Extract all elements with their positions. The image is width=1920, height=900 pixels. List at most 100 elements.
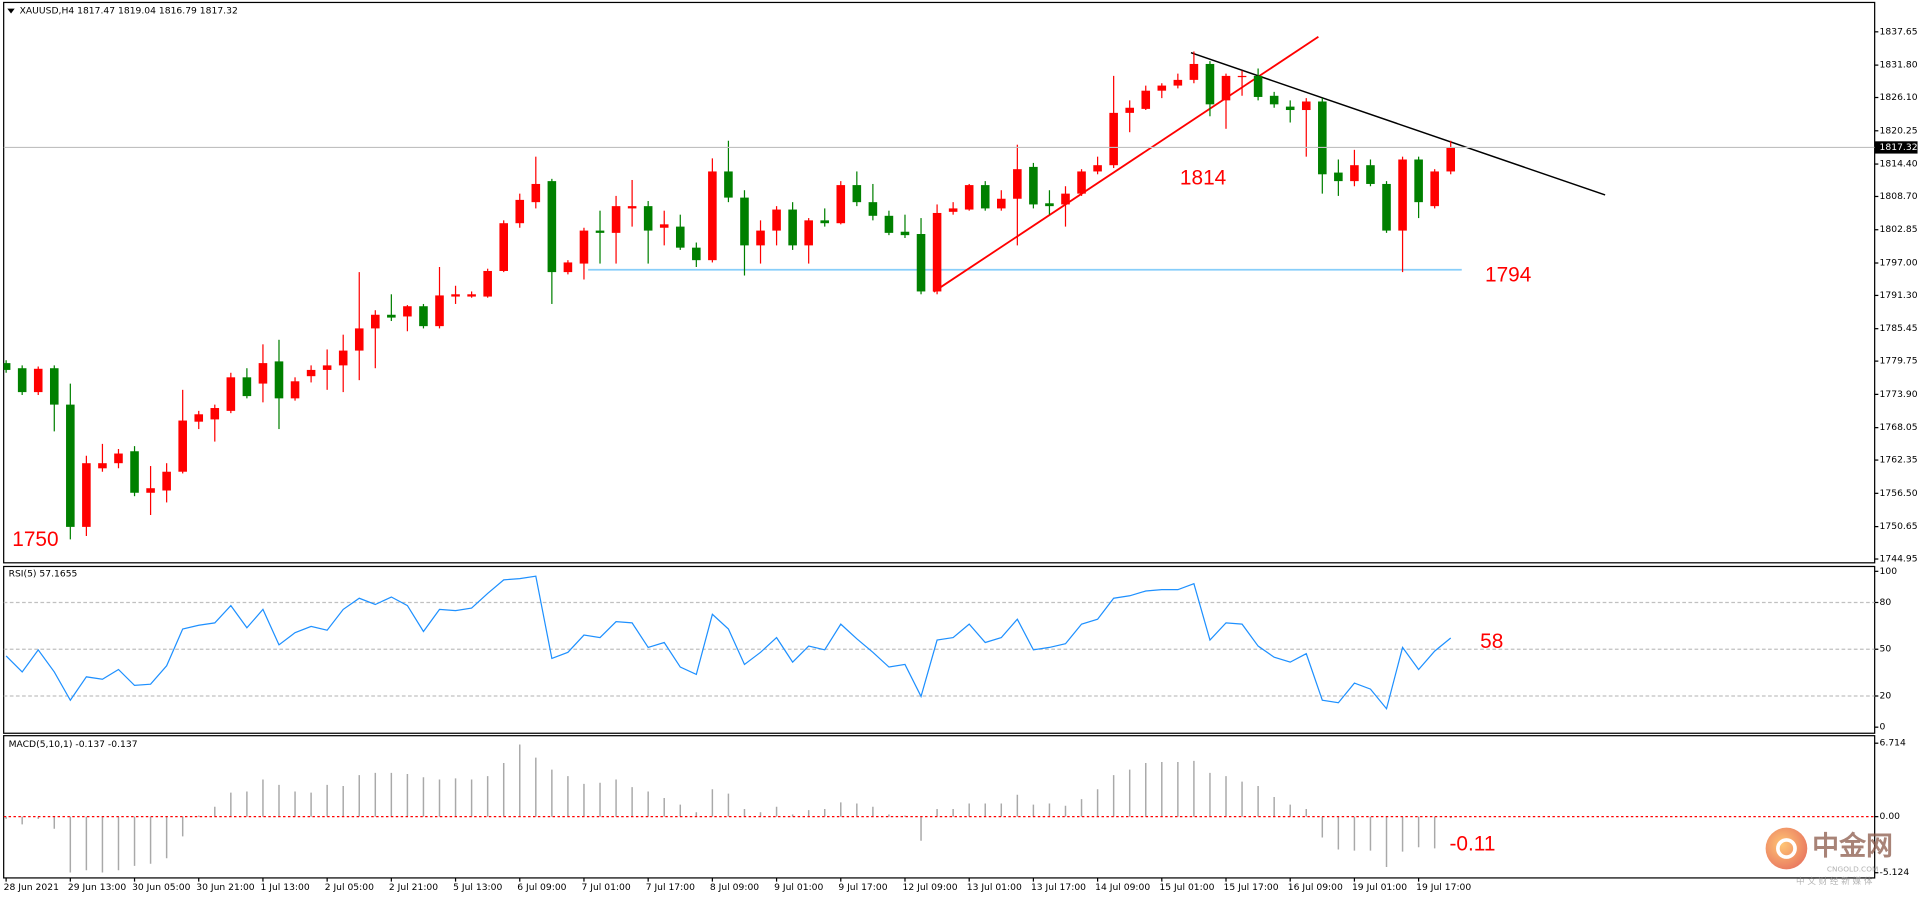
candle-body — [1029, 166, 1038, 205]
candle-body — [1157, 85, 1167, 91]
candle-body — [1061, 193, 1070, 205]
x-tick-label: 15 Jul 01:00 — [1159, 882, 1214, 893]
candle-body — [17, 368, 27, 393]
watermark-site: CNGOLD.COM — [1827, 864, 1878, 873]
y-tick-label: 1808.70 — [1880, 191, 1918, 202]
candle-body — [322, 365, 332, 370]
macd-panel — [3, 735, 1876, 879]
x-tick-label: 28 Jun 2021 — [4, 882, 59, 893]
candle-body — [467, 294, 476, 297]
y-tick-label: 1756.50 — [1880, 488, 1918, 499]
y-tick-label: 1797.00 — [1880, 258, 1918, 269]
candle-body — [82, 463, 91, 527]
candle-body — [1013, 169, 1022, 199]
rsi-panel — [3, 565, 1876, 734]
candle-body — [820, 220, 830, 224]
candle-body — [547, 181, 557, 273]
y-tick-label: 1802.85 — [1880, 224, 1918, 235]
candle-body — [836, 185, 846, 224]
candle-body — [1109, 112, 1118, 166]
candle-body — [1077, 171, 1086, 194]
y-tick-label: 0 — [1880, 722, 1886, 733]
rsi-line — [5, 575, 1452, 711]
candle-body — [1269, 95, 1279, 105]
x-tick-label: 6 Jul 09:00 — [517, 882, 566, 893]
watermark-logo-ring — [1776, 838, 1797, 859]
watermark-logo — [1765, 827, 1808, 870]
candle-body — [162, 471, 171, 491]
current-price-box — [1874, 141, 1918, 154]
candle-body — [1414, 159, 1423, 203]
annotation: 1814 — [1180, 167, 1226, 190]
annotation: 1794 — [1485, 263, 1531, 286]
candle-body — [1398, 159, 1407, 231]
candle-body — [354, 328, 364, 351]
y-tick-label: 0.00 — [1880, 811, 1901, 822]
candle-body — [515, 199, 525, 224]
candle-body — [146, 488, 155, 493]
candle-body — [692, 247, 701, 261]
candle-body — [531, 183, 541, 203]
candle-body — [563, 262, 573, 273]
x-tick-label: 8 Jul 09:00 — [710, 882, 759, 893]
candle-body — [178, 420, 187, 472]
candle-body — [1382, 183, 1391, 231]
candle-body — [1205, 63, 1215, 105]
y-tick-label: 50 — [1880, 644, 1892, 655]
candle-body — [884, 215, 894, 233]
candle-body — [964, 185, 974, 210]
candle-body — [387, 314, 396, 318]
main-plot — [3, 36, 1875, 540]
candle-body — [306, 369, 316, 377]
annotation: 58 — [1480, 630, 1503, 653]
watermark: 中金网 CNGOLD.COM 中 文 财 经 新 媒 体 — [1765, 827, 1893, 887]
current-price-label: 1817.32 — [1880, 142, 1918, 153]
candle-body — [1173, 79, 1183, 86]
rsi-plot — [3, 575, 1875, 711]
candle-body — [1125, 107, 1134, 113]
candle-body — [627, 206, 637, 209]
y-tick-label: 1820.25 — [1880, 125, 1918, 136]
candle-body — [130, 451, 139, 493]
candle-body — [1141, 90, 1151, 109]
y-tick-label: 1837.65 — [1880, 26, 1918, 37]
watermark-name: 中金网 — [1812, 830, 1893, 862]
candle-body — [1366, 165, 1375, 184]
candle-body — [338, 350, 348, 366]
candle-body — [3, 363, 11, 370]
y-tick-label: 1773.90 — [1880, 389, 1918, 400]
candle-body — [1318, 101, 1327, 175]
candle-body — [435, 295, 444, 327]
candle-body — [33, 368, 43, 393]
annotation: -0.11 — [1449, 832, 1495, 855]
candle-body — [740, 197, 749, 246]
candle-body — [49, 368, 59, 405]
candle-body — [900, 231, 910, 236]
candle-body — [66, 404, 75, 527]
candle-body — [772, 209, 781, 231]
candle-body — [274, 361, 284, 399]
candle-body — [659, 224, 669, 228]
y-tick-label: 20 — [1880, 690, 1892, 701]
candle-body — [1237, 75, 1247, 78]
y-tick-label: 100 — [1880, 566, 1898, 577]
candle-body — [579, 230, 589, 264]
y-tick-label: 1831.80 — [1880, 60, 1918, 71]
macd-title: MACD(5,10,1) -0.137 -0.137 — [9, 739, 138, 750]
y-tick-label: 80 — [1880, 597, 1892, 608]
y-tick-label: 6.714 — [1880, 738, 1906, 749]
main-panel — [3, 1, 1876, 564]
y-tick-label: -5.124 — [1880, 867, 1910, 878]
x-tick-label: 5 Jul 13:00 — [453, 882, 502, 893]
candle-body — [997, 198, 1006, 209]
candle-body — [1189, 63, 1199, 80]
candle-body — [788, 209, 797, 246]
y-tick-label: 1826.10 — [1880, 92, 1918, 103]
main-title: XAUUSD,H4 1817.47 1819.04 1816.79 1817.3… — [20, 6, 238, 17]
candle-body — [932, 212, 942, 292]
candle-body — [611, 206, 621, 233]
x-tick-label: 7 Jul 17:00 — [646, 882, 695, 893]
